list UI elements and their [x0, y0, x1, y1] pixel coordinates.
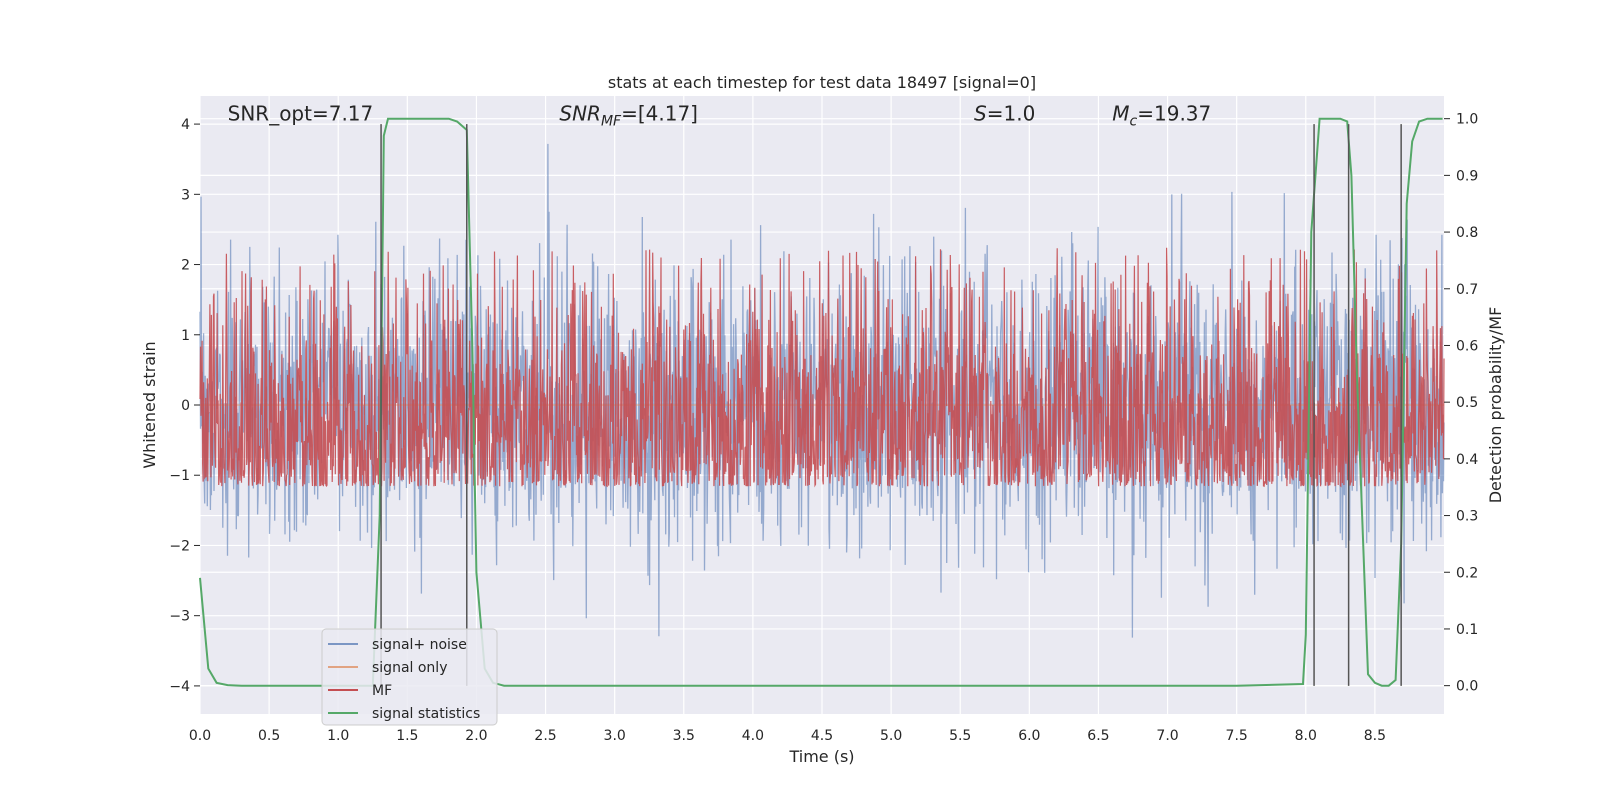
y-tick-label-left: 1 — [181, 328, 190, 344]
y-tick-label-left: −2 — [169, 538, 190, 554]
annotation-s-value: S=1.0 — [974, 102, 1035, 126]
x-tick-label: 6.5 — [1087, 728, 1109, 744]
y-tick-label-right: 0.9 — [1456, 168, 1478, 184]
x-tick-label: 6.0 — [1018, 728, 1040, 744]
annotation-snr-opt: SNR_opt=7.17 — [228, 102, 374, 126]
legend-label: MF — [372, 683, 392, 699]
x-tick-label: 1.5 — [396, 728, 418, 744]
legend-label: signal statistics — [372, 706, 480, 722]
legend-label: signal+ noise — [372, 637, 467, 653]
event-markers — [380, 124, 1402, 686]
x-tick-label: 8.0 — [1295, 728, 1317, 744]
annotations: SNR_opt=7.17 SNRMF=[4.17] S=1.0 Mc=19.37 — [228, 102, 1212, 130]
x-tick-label: 4.5 — [811, 728, 833, 744]
series-mf — [199, 247, 1445, 488]
y-tick-label-right: 0.6 — [1456, 338, 1478, 354]
y-tick-label-left: 2 — [181, 258, 190, 274]
y-tick-label-right: 0.4 — [1456, 452, 1478, 468]
x-tick-label: 5.5 — [949, 728, 971, 744]
y-tick-label-left: 3 — [181, 187, 190, 203]
y-tick-label-left: −1 — [169, 468, 190, 484]
y-tick-label-right: 0.1 — [1456, 622, 1478, 638]
annotation-snr-mf: SNRMF=[4.17] — [559, 102, 698, 130]
x-tick-label: 0.0 — [189, 728, 211, 744]
x-tick-label: 2.5 — [534, 728, 556, 744]
x-tick-label: 4.0 — [742, 728, 764, 744]
x-tick-label: 7.5 — [1226, 728, 1248, 744]
x-tick-label: 1.0 — [327, 728, 349, 744]
chart-title: stats at each timestep for test data 184… — [608, 73, 1036, 92]
x-tick-label: 3.5 — [673, 728, 695, 744]
y-tick-label-right: 0.3 — [1456, 509, 1478, 525]
x-tick-label: 8.5 — [1364, 728, 1386, 744]
y-tick-label-left: −3 — [169, 609, 190, 625]
y-tick-label-right: 0.2 — [1456, 565, 1478, 581]
tick-labels: 0.0 0.5 1.0 1.5 2.0 2.5 3.0 3.5 4.0 4.5 5.0 5.5 6.0 6… — [169, 112, 1478, 744]
y-tick-label-right: 0.7 — [1456, 282, 1478, 298]
y-tick-label-left: −4 — [169, 679, 190, 695]
y-tick-label-left: 4 — [181, 117, 190, 133]
x-axis-label: Time (s) — [788, 747, 854, 766]
legend-label: signal only — [372, 660, 447, 676]
y-tick-label-right: 0.8 — [1456, 225, 1478, 241]
y-tick-label-right: 0.5 — [1456, 395, 1478, 411]
x-tick-label: 7.0 — [1156, 728, 1178, 744]
x-tick-label: 3.0 — [604, 728, 626, 744]
annotation-mc-value: Mc=19.37 — [1112, 102, 1211, 130]
y-tick-label-right: 0.0 — [1456, 679, 1478, 695]
legend: signal+ noise signal only MF signal statist… — [321, 628, 498, 726]
y-tick-label-right: 1.0 — [1456, 112, 1478, 128]
legend-box — [321, 628, 498, 726]
x-tick-label: 5.0 — [880, 728, 902, 744]
y-axis-label-left: Whitened strain — [140, 341, 159, 468]
x-tick-label: 0.5 — [258, 728, 280, 744]
y-tick-label-left: 0 — [181, 398, 190, 414]
y-axis-label-right: Detection probability/MF — [1486, 307, 1505, 504]
x-tick-label: 2.0 — [465, 728, 487, 744]
